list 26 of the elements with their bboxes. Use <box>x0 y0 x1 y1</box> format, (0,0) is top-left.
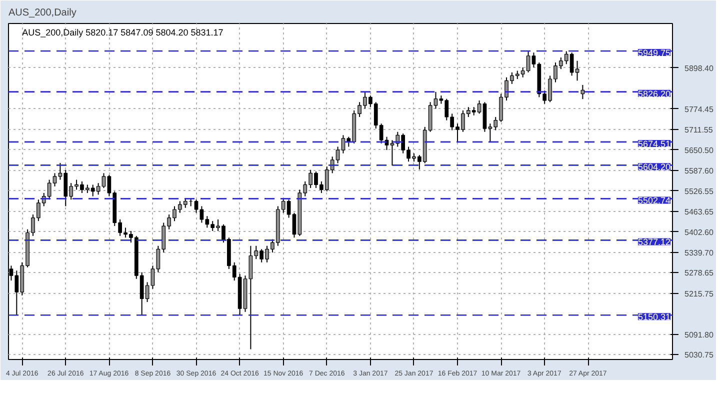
ref-line-label: 5377.12 <box>638 237 671 248</box>
ref-line-label: 5826.20 <box>638 88 671 99</box>
candlestick <box>194 199 198 214</box>
chart-title: AUS_200,Daily <box>8 8 76 18</box>
y-tick-label: 5339.70 <box>684 248 714 258</box>
y-tick-label: 5463.65 <box>684 208 714 217</box>
y-tick-label: 5711.55 <box>684 126 714 135</box>
ref-line-label: 5150.31 <box>638 312 671 322</box>
ref-line-label: 5604.20 <box>638 162 671 172</box>
candlestick <box>200 206 204 224</box>
y-tick-label: 5402.60 <box>684 228 714 237</box>
y-tick-label: 5526.55 <box>684 186 714 196</box>
y-tick-label: 5774.45 <box>684 104 714 114</box>
y-tick-label: 5650.50 <box>684 146 714 155</box>
y-tick-label: 5030.75 <box>684 350 714 360</box>
text: AUS_200,Daily 5820.17 5847.09 5804.20 5831.17 <box>22 28 224 38</box>
y-tick-label: 5898.40 <box>684 64 714 73</box>
y-tick-label: 5278.65 <box>684 268 714 278</box>
candlestick <box>205 216 210 228</box>
ref-line-label: 5502.74 <box>638 196 671 206</box>
ref-line-label: 5949.75 <box>638 48 671 58</box>
y-tick-label: 5215.75 <box>684 290 714 299</box>
y-tick-label: 5091.80 <box>684 330 714 340</box>
y-tick-label: 5587.60 <box>684 166 714 176</box>
candlestick <box>580 84 585 100</box>
ref-line-label: 5674.51 <box>638 138 671 149</box>
